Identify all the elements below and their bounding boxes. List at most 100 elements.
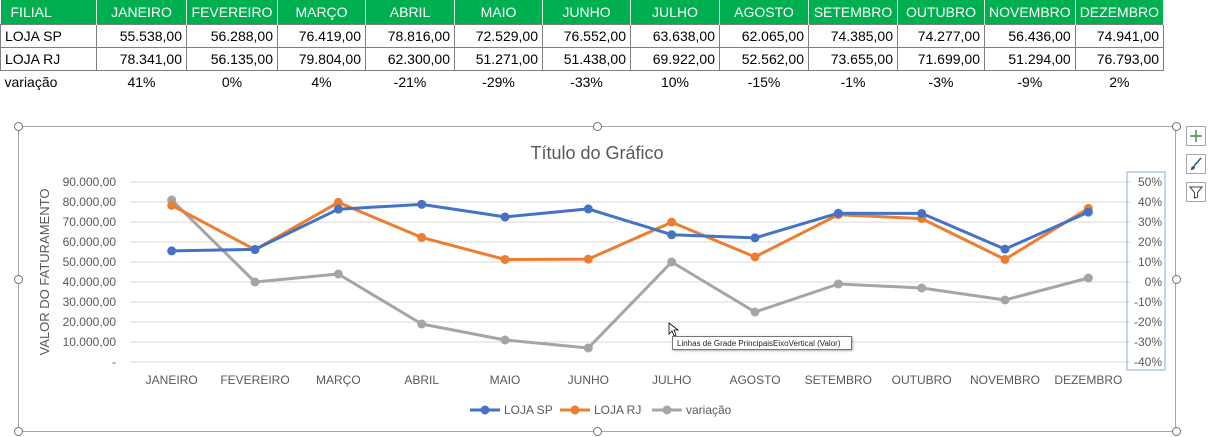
row-label[interactable]: LOJA SP bbox=[0, 24, 97, 48]
column-header-month[interactable]: JUNHO bbox=[542, 0, 631, 25]
resize-handle[interactable] bbox=[593, 122, 602, 131]
chart-filters-button[interactable] bbox=[1186, 182, 1206, 202]
secondary-axis-selection bbox=[1126, 171, 1166, 371]
table-cell[interactable]: 74.941,00 bbox=[1074, 24, 1165, 48]
y2-tick-label: -30% bbox=[1134, 335, 1162, 349]
table-cell[interactable]: 79.804,00 bbox=[277, 47, 366, 71]
y2-tick-label: 40% bbox=[1138, 195, 1162, 209]
column-header-month[interactable]: NOVEMBRO bbox=[984, 0, 1076, 25]
series-line bbox=[171, 202, 1089, 253]
resize-handle[interactable] bbox=[14, 122, 23, 131]
data-point bbox=[667, 230, 677, 240]
variation-cell[interactable]: -9% bbox=[1017, 74, 1043, 90]
data-point bbox=[417, 232, 427, 242]
data-table: FILIAL JANEIRO FEVEREIRO MARÇO ABRIL MAIO JUNH… bbox=[0, 0, 1165, 93]
table-cell[interactable]: 56.288,00 bbox=[186, 24, 278, 48]
x-tick-label: ABRIL bbox=[404, 373, 439, 387]
table-cell[interactable]: 78.816,00 bbox=[365, 24, 455, 48]
x-tick-label: AGOSTO bbox=[729, 373, 780, 387]
variation-cell[interactable]: -33% bbox=[570, 74, 603, 90]
legend-marker bbox=[570, 405, 580, 415]
column-header-month[interactable]: OUTUBRO bbox=[897, 0, 985, 25]
data-point bbox=[250, 244, 260, 254]
column-header-month[interactable]: JULHO bbox=[630, 0, 720, 25]
header-row: FILIAL JANEIRO FEVEREIRO MARÇO ABRIL MAIO JUNH… bbox=[0, 0, 1165, 25]
variation-cell[interactable]: 4% bbox=[311, 74, 332, 90]
row-label[interactable]: variação bbox=[4, 74, 58, 90]
table-cell[interactable]: 74.277,00 bbox=[897, 24, 985, 48]
chart-elements-button[interactable] bbox=[1186, 126, 1206, 146]
x-tick-label: JULHO bbox=[652, 373, 691, 387]
data-point bbox=[250, 277, 260, 287]
column-header-month[interactable]: FEVEREIRO bbox=[186, 0, 278, 25]
variation-cell[interactable]: -3% bbox=[928, 74, 954, 90]
data-point bbox=[583, 343, 593, 353]
column-header-month[interactable]: MAIO bbox=[454, 0, 543, 25]
variation-cell[interactable]: 41% bbox=[127, 74, 156, 90]
x-tick-label: JUNHO bbox=[568, 373, 609, 387]
data-point bbox=[917, 283, 927, 293]
table-cell[interactable]: 56.135,00 bbox=[186, 47, 278, 71]
data-point bbox=[1000, 295, 1010, 305]
x-tick-label: OUTUBRO bbox=[892, 373, 952, 387]
column-header-month[interactable]: ABRIL bbox=[365, 0, 455, 25]
variation-cell[interactable]: 0% bbox=[221, 74, 243, 90]
column-header-month[interactable]: SETEMBRO bbox=[808, 0, 898, 25]
y-tick-label: 10.000,00 bbox=[63, 335, 117, 349]
resize-handle[interactable] bbox=[1172, 122, 1181, 131]
chart-title: Título do Gráfico bbox=[530, 143, 663, 163]
data-point bbox=[500, 335, 510, 345]
table-cell[interactable]: 51.438,00 bbox=[542, 47, 631, 71]
tooltip: Linhas de Grade PrincipaisEixoVertical (… bbox=[672, 336, 852, 350]
x-tick-label: MARÇO bbox=[316, 373, 361, 387]
table-cell[interactable]: 51.294,00 bbox=[984, 47, 1076, 71]
column-header-month[interactable]: MARÇO bbox=[277, 0, 366, 25]
resize-handle[interactable] bbox=[1172, 275, 1181, 284]
x-tick-label: FEVEREIRO bbox=[220, 373, 289, 387]
resize-handle[interactable] bbox=[593, 427, 602, 436]
data-point bbox=[500, 212, 510, 222]
y-tick-label: 50.000,00 bbox=[63, 255, 117, 269]
data-point bbox=[750, 252, 760, 262]
legend-marker bbox=[480, 405, 490, 415]
column-header-month[interactable]: DEZEMBRO bbox=[1075, 0, 1165, 25]
y-tick-label: 70.000,00 bbox=[63, 215, 117, 229]
table-cell[interactable]: 76.793,00 bbox=[1074, 47, 1165, 71]
chart-styles-button[interactable] bbox=[1186, 154, 1206, 174]
table-row: LOJA RJ 78.341,00 56.135,00 79.804,00 62.300… bbox=[0, 47, 1165, 71]
resize-handle[interactable] bbox=[14, 427, 23, 436]
data-point bbox=[167, 200, 177, 210]
y2-tick-label: 10% bbox=[1138, 255, 1162, 269]
variation-cell[interactable]: 2% bbox=[1109, 74, 1130, 90]
table-cell[interactable]: 78.341,00 bbox=[96, 47, 187, 71]
data-point bbox=[333, 197, 343, 207]
data-point bbox=[667, 217, 677, 227]
y2-tick-label: -40% bbox=[1134, 355, 1162, 369]
table-cell[interactable]: 71.699,00 bbox=[897, 47, 985, 71]
brush-icon bbox=[1191, 157, 1202, 170]
column-header-month[interactable]: AGOSTO bbox=[719, 0, 809, 25]
table-cell[interactable]: 51.271,00 bbox=[454, 47, 543, 71]
variation-cell[interactable]: -29% bbox=[482, 74, 515, 90]
series-line bbox=[170, 198, 1089, 350]
table-cell[interactable]: 73.655,00 bbox=[808, 47, 898, 71]
row-label[interactable]: LOJA RJ bbox=[0, 47, 97, 71]
y2-tick-label: 0% bbox=[1145, 275, 1163, 289]
resize-handle[interactable] bbox=[1172, 427, 1181, 436]
variation-cell[interactable]: -21% bbox=[393, 74, 427, 90]
column-header-month[interactable]: JANEIRO bbox=[96, 0, 187, 25]
data-point bbox=[417, 319, 427, 329]
resize-handle[interactable] bbox=[14, 275, 23, 284]
variation-cell[interactable]: 10% bbox=[660, 74, 690, 90]
variation-cell[interactable]: -15% bbox=[747, 74, 781, 90]
table-cell[interactable]: 76.419,00 bbox=[277, 24, 366, 48]
table-cell[interactable]: 63.638,00 bbox=[630, 24, 720, 48]
table-cell[interactable]: 62.300,00 bbox=[365, 47, 455, 71]
column-header-filial[interactable]: FILIAL bbox=[0, 0, 97, 25]
table-cell[interactable]: 52.562,00 bbox=[719, 47, 809, 71]
variation-cell[interactable]: -1% bbox=[840, 74, 866, 90]
y-tick-label: 20.000,00 bbox=[63, 315, 117, 329]
table-cell[interactable]: 74.385,00 bbox=[808, 24, 898, 48]
x-tick-label: SETEMBRO bbox=[805, 373, 872, 387]
